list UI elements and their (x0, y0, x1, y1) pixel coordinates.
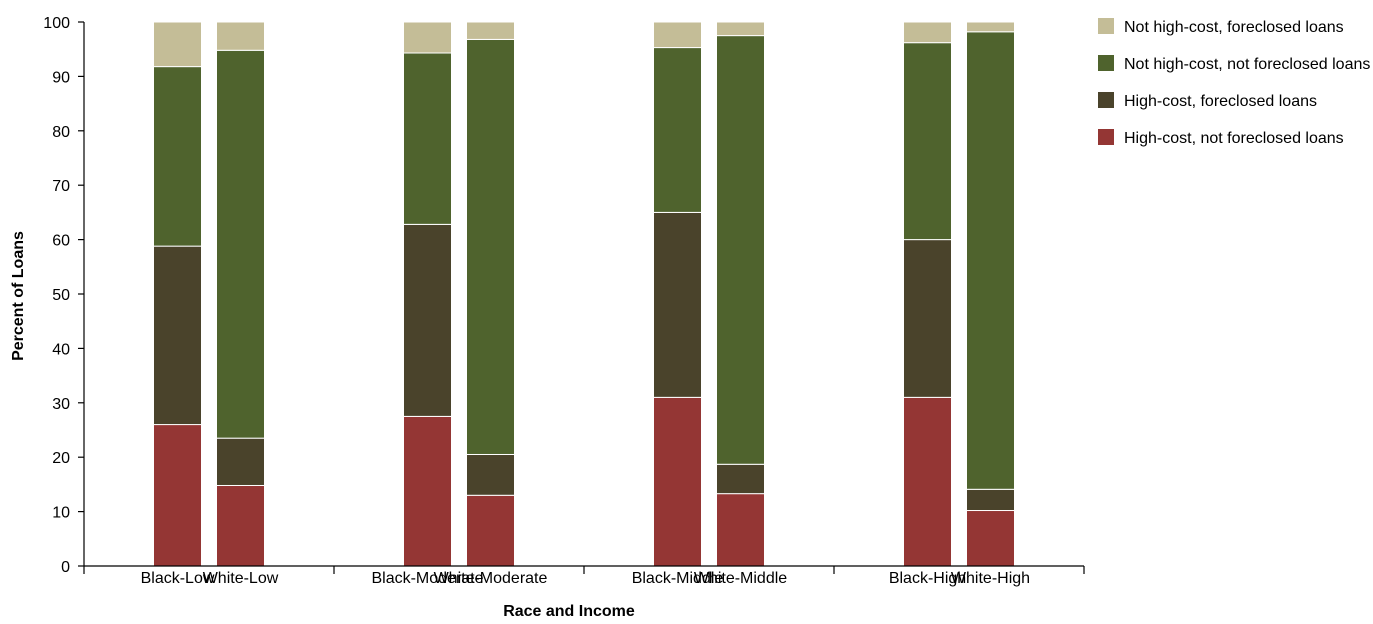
bar-white-moderate-seg-2 (466, 38, 515, 455)
y-axis-title: Percent of Loans (10, 231, 27, 361)
x-axis-title: Race and Income (503, 603, 635, 620)
y-tick-label: 30 (52, 396, 70, 413)
x-tick-label: White-Middle (694, 570, 787, 587)
bar-black-middle-seg-2 (653, 47, 702, 213)
bar-white-high-seg-2 (966, 31, 1015, 490)
legend-swatch (1098, 55, 1114, 71)
bar-black-moderate-seg-3 (403, 21, 452, 54)
bar-black-high-seg-2 (903, 42, 952, 241)
bar-black-moderate-seg-1 (403, 223, 452, 417)
bar-white-middle-seg-2 (716, 35, 765, 465)
legend-label: Not high-cost, foreclosed loans (1124, 19, 1344, 36)
bar-black-high-seg-1 (903, 239, 952, 398)
legend-label: Not high-cost, not foreclosed loans (1124, 56, 1370, 73)
legend-swatch (1098, 129, 1114, 145)
bar-black-middle-seg-0 (653, 396, 702, 567)
bar-white-low-seg-0 (216, 484, 265, 567)
x-tick-label: Black-Low (141, 570, 215, 587)
y-tick-label: 90 (52, 69, 70, 86)
bar-black-moderate-seg-2 (403, 52, 452, 225)
bar-white-high-seg-0 (966, 510, 1015, 567)
legend: Not high-cost, foreclosed loans Not high-… (1098, 18, 1370, 147)
bar-white-middle-seg-0 (716, 493, 765, 567)
y-tick-label: 60 (52, 233, 70, 250)
legend-swatch (1098, 92, 1114, 108)
bar-white-moderate-seg-3 (466, 21, 515, 40)
x-tick-label: Black-Moderate (371, 570, 483, 587)
bar-black-low-seg-2 (153, 66, 202, 247)
y-tick-label: 20 (52, 450, 70, 467)
bar-white-low-seg-1 (216, 437, 265, 486)
x-tick-label: Black-Middle (632, 570, 724, 587)
y-tick-label: 70 (52, 178, 70, 195)
bar-white-middle-seg-1 (716, 463, 765, 495)
y-tick-label: 80 (52, 124, 70, 141)
bar-white-moderate-seg-0 (466, 494, 515, 567)
y-tick-label: 40 (52, 341, 70, 358)
bar-white-high-seg-1 (966, 488, 1015, 512)
x-tick-label: White-High (951, 570, 1030, 587)
bars-layer (153, 21, 1015, 567)
bar-black-low-seg-3 (153, 21, 202, 68)
legend-swatch (1098, 18, 1114, 34)
bar-white-low-seg-2 (216, 49, 265, 439)
legend-label: High-cost, not foreclosed loans (1124, 130, 1344, 147)
bar-black-low-seg-1 (153, 245, 202, 426)
legend-label: High-cost, foreclosed loans (1124, 93, 1317, 110)
bar-black-low-seg-0 (153, 424, 202, 567)
x-tick-label: Black-High (889, 570, 966, 587)
bar-black-middle-seg-1 (653, 211, 702, 398)
x-tick-label: White-Low (203, 570, 279, 587)
bar-black-high-seg-3 (903, 21, 952, 44)
y-tick-label: 50 (52, 287, 70, 304)
bar-white-low-seg-3 (216, 21, 265, 51)
bar-white-moderate-seg-1 (466, 453, 515, 496)
y-tick-label: 100 (43, 15, 70, 32)
y-tick-label: 0 (61, 559, 70, 576)
bar-white-middle-seg-3 (716, 21, 765, 37)
bar-white-high-seg-3 (966, 21, 1015, 33)
bar-black-middle-seg-3 (653, 21, 702, 49)
y-tick-label: 10 (52, 505, 70, 522)
bar-black-moderate-seg-0 (403, 415, 452, 567)
bar-black-high-seg-0 (903, 396, 952, 567)
x-tick-label: White-Moderate (434, 570, 548, 587)
